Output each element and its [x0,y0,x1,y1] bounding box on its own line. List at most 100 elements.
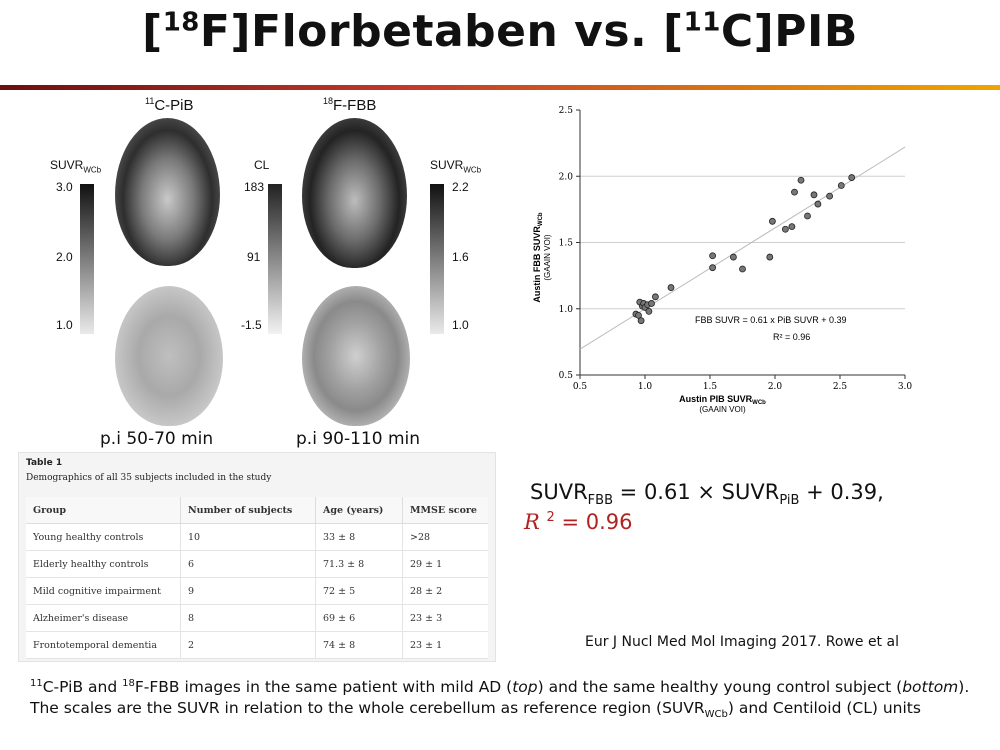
table-header: Number of subjects [180,497,316,524]
left-scale-tick: 3.0 [56,180,73,194]
x-tick-label: 2.5 [833,382,848,392]
right-scale-tick: 1.6 [452,250,469,264]
data-point [645,307,653,315]
pib-ad-brain-image [115,118,220,266]
table-cell: 33 ± 8 [315,523,403,551]
table-header: Group [26,497,181,524]
y-tick-label: 0.5 [559,371,574,381]
table-cell: 28 ± 2 [402,577,488,605]
cl-scale-colorbar [268,184,282,334]
chart-annotation: R² = 0.96 [773,332,810,342]
table-row: Mild cognitive impairment 9 72 ± 5 28 ± 2 [26,577,488,605]
table-cell: 9 [180,577,316,605]
table-cell: 23 ± 1 [402,631,488,659]
right-scale-colorbar [430,184,444,334]
data-point [788,223,796,231]
r-squared: R 2 = 0.96 [524,510,633,534]
table-row: Elderly healthy controls 6 71.3 ± 8 29 ± 1 [26,550,488,578]
cl-scale-label: CL [254,158,270,172]
data-point [848,174,856,181]
data-point [814,200,822,208]
table-cell: Frontotemporal dementia [26,631,181,659]
table-cell: Elderly healthy controls [26,550,181,578]
data-point [810,191,818,199]
y-axis-label: Austin FBB SUVRWCb [532,212,544,302]
y-axis-sublabel: (GAAIN VOI) [543,234,552,281]
data-point [768,217,776,225]
title-divider [0,85,1000,90]
table-cell: 71.3 ± 8 [315,550,403,578]
cl-scale-tick: 183 [244,180,265,194]
table-row: Young healthy controls 10 33 ± 8 >28 [26,523,488,551]
x-tick-label: 2.0 [768,382,783,392]
y-tick-label: 1.5 [559,239,574,249]
table-cell: 23 ± 3 [402,604,488,632]
pib-image-label: 11C-PiB [145,96,194,114]
pib-hc-brain-image [115,286,223,426]
data-point [826,192,834,200]
data-point [637,317,645,325]
scatter-chart: 0.5 1.0 1.5 2.0 2.5 3.0 0.5 1.0 1.5 2.0 2.5 FBB SUV… [532,106,913,414]
x-tick-label: 3.0 [898,382,913,392]
data-point [635,311,642,319]
data-point [729,253,737,261]
y-tick-label: 2.0 [559,172,574,182]
table-cell: Mild cognitive impairment [26,577,181,605]
x-axis-label: Austin PIB SUVRWCb [679,394,766,406]
pib-time-label: p.i 50-70 min [100,429,214,449]
data-point [651,293,659,301]
data-point [797,176,805,184]
table-cell: 69 ± 6 [315,604,403,632]
regression-equation: SUVRFBB = 0.61 × SUVRPiB + 0.39, [530,480,884,509]
data-point [667,284,675,291]
data-point [804,212,811,220]
table-row: Alzheimer's disease 8 69 ± 6 23 ± 3 [26,604,488,632]
x-tick-label: 1.5 [703,382,718,392]
data-point [781,225,789,233]
table-caption-title: Table 1 [26,458,63,468]
table-cell: >28 [402,523,488,551]
table-cell: 29 ± 1 [402,550,488,578]
demographics-table-panel: Table 1 Demographics of all 35 subjects … [18,452,496,662]
x-tick-label: 0.5 [573,382,588,392]
fbb-hc-brain-image [302,286,410,426]
right-scale-tick: 2.2 [452,180,469,194]
table-cell: 6 [180,550,316,578]
fbb-ad-brain-image [302,118,407,268]
x-axis-sublabel: (GAAIN VOI) [699,405,746,414]
table-header: Age (years) [315,497,403,524]
y-tick-label: 1.0 [559,305,574,315]
data-point [709,264,717,272]
demographics-table: Group Number of subjects Age (years) MMS… [26,497,488,659]
cl-scale-tick: 91 [247,250,261,264]
data-point [766,253,774,261]
citation: Eur J Nucl Med Mol Imaging 2017. Rowe et… [585,634,899,650]
chart-annotation: FBB SUVR = 0.61 x PiB SUVR + 0.39 [695,315,847,325]
cl-scale-tick: -1.5 [241,318,262,332]
right-scale-tick: 1.0 [452,318,469,332]
table-header: MMSE score [402,497,488,524]
left-scale-tick: 2.0 [56,250,73,264]
data-point [791,188,798,196]
table-cell: 74 ± 8 [315,631,403,659]
table-cell: 8 [180,604,316,632]
table-cell: 2 [180,631,316,659]
left-scale-tick: 1.0 [56,318,73,332]
left-scale-colorbar [80,184,94,334]
data-point [837,182,845,189]
table-cell: 72 ± 5 [315,577,403,605]
figure-caption: 11C-PiB and 18F-FBB images in the same p… [30,678,970,721]
y-tick-label: 2.5 [559,106,574,116]
table-cell: Alzheimer's disease [26,604,181,632]
page-title: [18F]Florbetaben vs. [11C]PIB [142,6,858,57]
x-tick-label: 1.0 [638,382,653,392]
fbb-image-label: 18F-FBB [323,96,377,114]
left-scale-label: SUVRWCb [50,158,102,175]
right-scale-label: SUVRWCb [430,158,482,175]
table-row: Frontotemporal dementia 2 74 ± 8 23 ± 1 [26,631,488,659]
fbb-time-label: p.i 90-110 min [296,429,420,449]
data-point [739,265,746,273]
table-cell: 10 [180,523,316,551]
table-cell: Young healthy controls [26,523,181,551]
table-caption: Demographics of all 35 subjects included… [26,473,272,483]
